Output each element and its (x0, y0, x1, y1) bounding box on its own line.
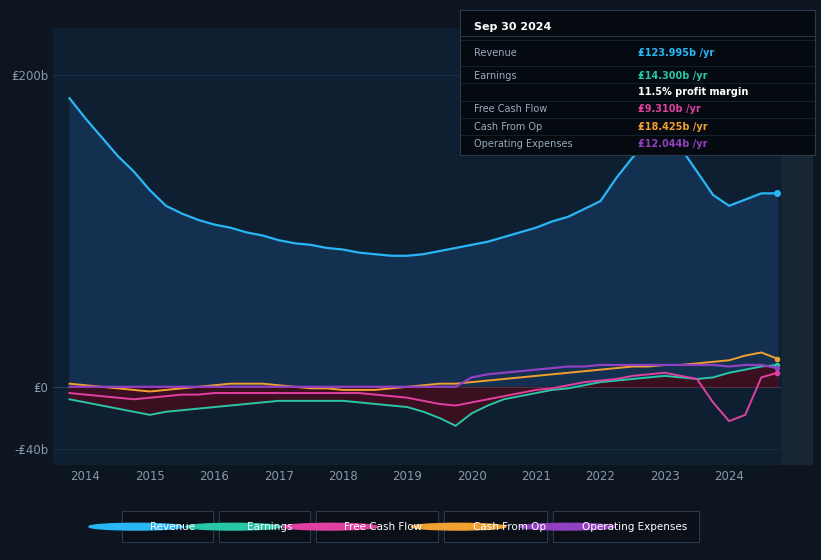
Text: Operating Expenses: Operating Expenses (475, 139, 573, 149)
Circle shape (520, 523, 615, 530)
Text: ₤123.995b /yr: ₤123.995b /yr (637, 49, 713, 58)
Text: Sep 30 2024: Sep 30 2024 (475, 22, 552, 31)
Circle shape (186, 523, 281, 530)
FancyBboxPatch shape (219, 511, 310, 542)
Text: Earnings: Earnings (475, 71, 516, 81)
FancyBboxPatch shape (444, 511, 547, 542)
FancyBboxPatch shape (553, 511, 699, 542)
Text: Earnings: Earnings (247, 522, 293, 531)
Text: Cash From Op: Cash From Op (475, 122, 543, 132)
Text: Cash From Op: Cash From Op (473, 522, 546, 531)
Circle shape (411, 523, 506, 530)
Text: ₤9.310b /yr: ₤9.310b /yr (637, 104, 700, 114)
FancyBboxPatch shape (122, 511, 213, 542)
Text: Operating Expenses: Operating Expenses (581, 522, 687, 531)
Text: Revenue: Revenue (150, 522, 195, 531)
Text: Free Cash Flow: Free Cash Flow (475, 104, 548, 114)
Text: 11.5% profit margin: 11.5% profit margin (637, 87, 748, 97)
Text: Revenue: Revenue (475, 49, 517, 58)
Text: ₤18.425b /yr: ₤18.425b /yr (637, 122, 707, 132)
Circle shape (89, 523, 184, 530)
Text: ₤12.044b /yr: ₤12.044b /yr (637, 139, 707, 149)
Bar (782, 28, 813, 465)
FancyBboxPatch shape (316, 511, 438, 542)
Circle shape (282, 523, 378, 530)
Text: ₤14.300b /yr: ₤14.300b /yr (637, 71, 707, 81)
Text: Free Cash Flow: Free Cash Flow (344, 522, 423, 531)
